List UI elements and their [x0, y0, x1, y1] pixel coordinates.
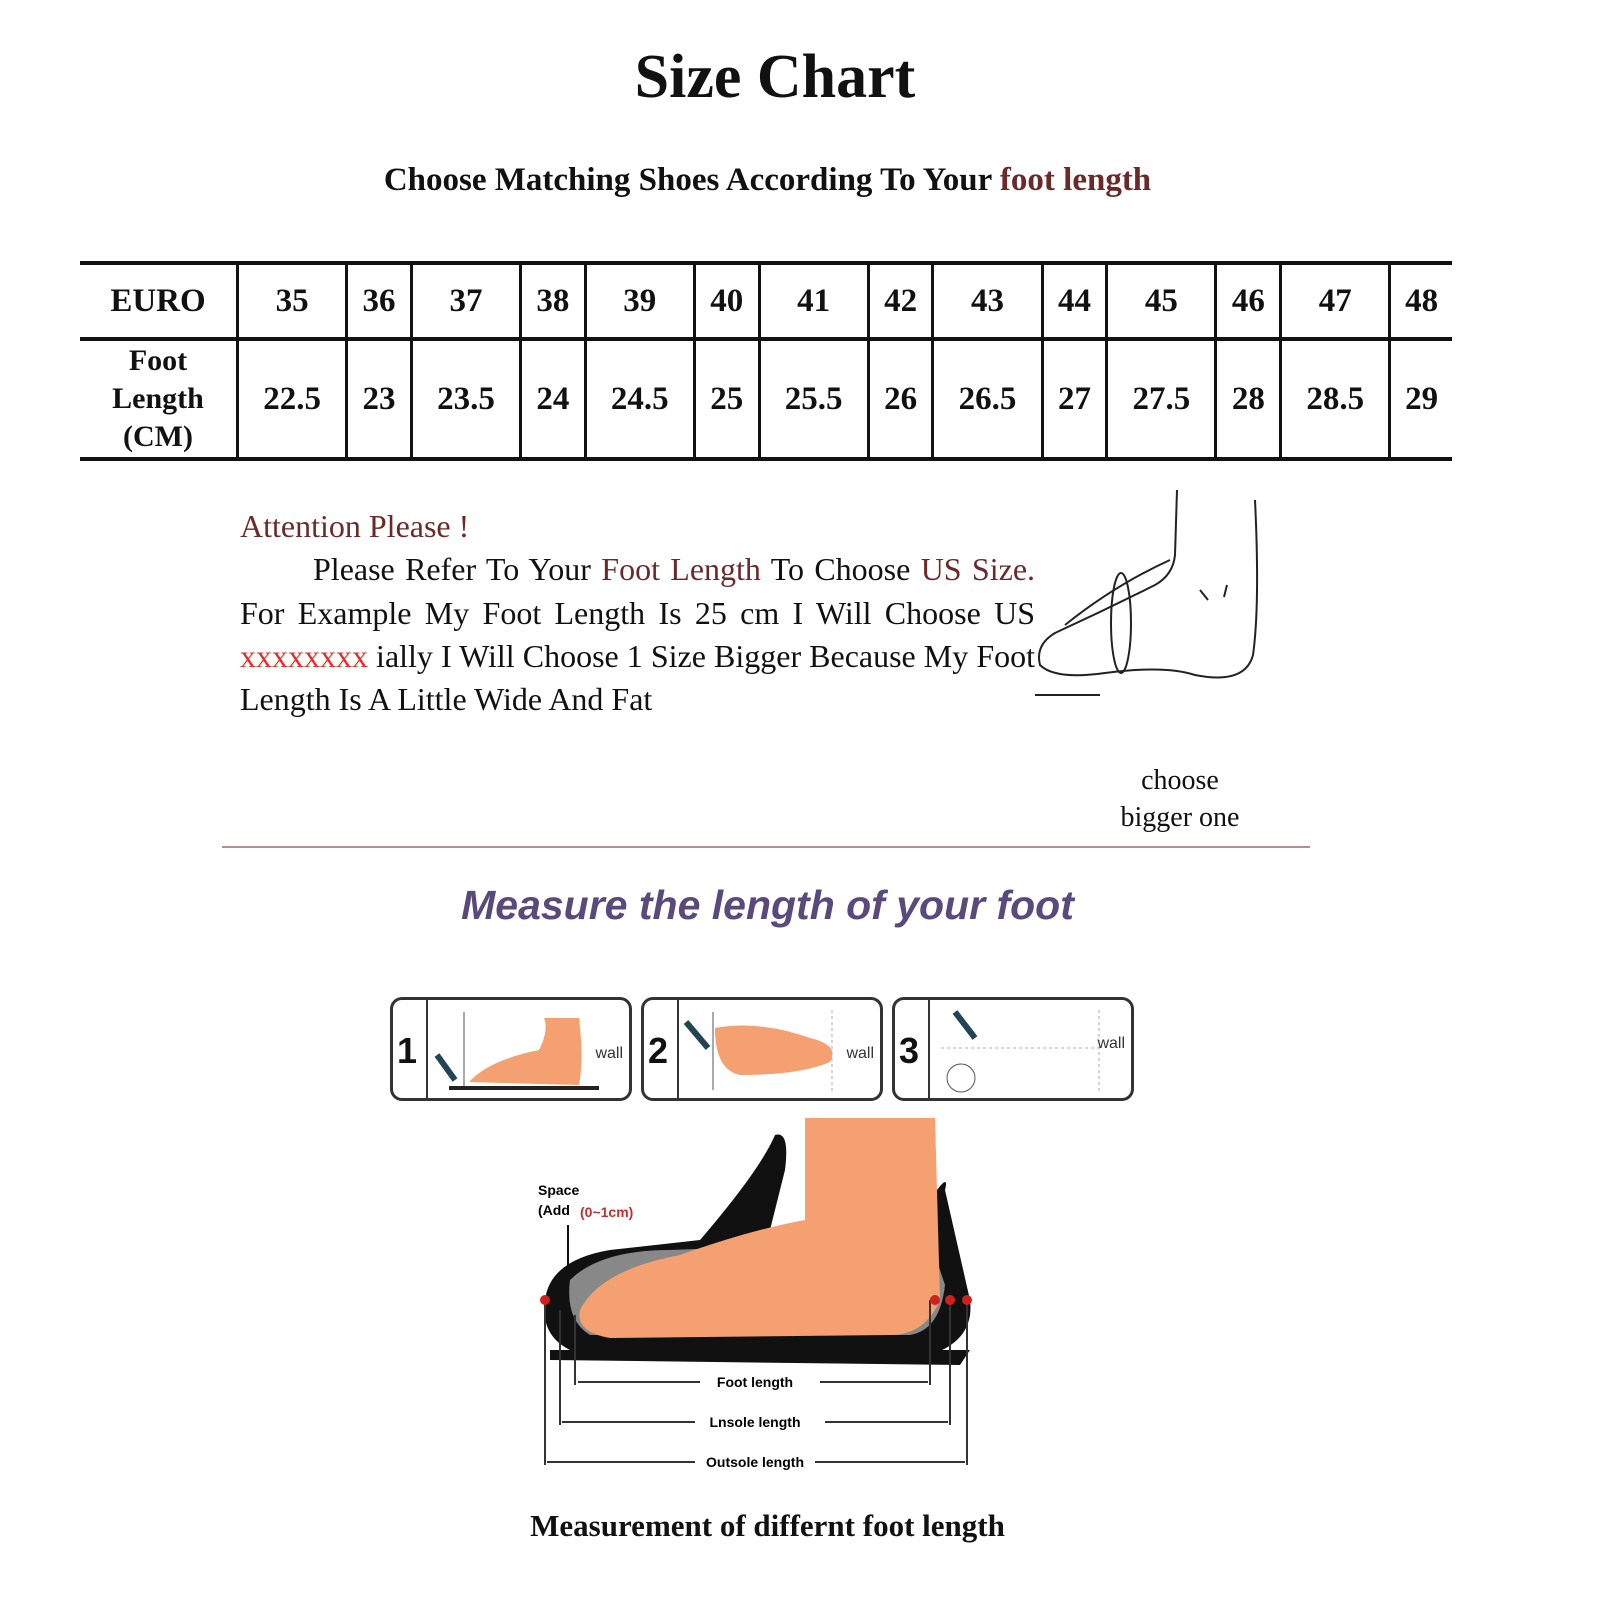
- space-range-label: (0~1cm): [580, 1204, 633, 1220]
- euro-size-cell: 41: [757, 261, 870, 341]
- note-text: To Choose: [760, 551, 921, 588]
- foot-length-cell: 24: [519, 339, 587, 461]
- measure-line-icon: [941, 1010, 1100, 1093]
- euro-size-cell: 42: [866, 261, 935, 341]
- choose-bigger-caption: choose bigger one: [1100, 762, 1260, 836]
- insole-length-label: Lnsole length: [710, 1414, 801, 1430]
- euro-row: EURO 35 36 37 38 39 40 41 42 43 44 45 46 47 48: [80, 261, 1452, 341]
- euro-size-cell: 47: [1279, 261, 1392, 341]
- foot-length-cell: 26: [866, 339, 935, 461]
- redacted-text: xxxxxxxx: [240, 637, 368, 674]
- subtitle-text: Choose Matching Shoes According To Your: [383, 162, 1000, 198]
- divider: [222, 846, 1310, 848]
- page-title: Size Chart: [634, 43, 916, 111]
- foot-length-cell: 23: [345, 339, 413, 461]
- space-label: Space: [538, 1182, 579, 1198]
- foot-length-cell: 26.5: [931, 339, 1044, 461]
- euro-size-cell: 36: [345, 261, 413, 341]
- space-add-label: (Add: [538, 1202, 570, 1218]
- foot-length-cell: 23.5: [409, 339, 523, 461]
- note-highlight: Foot Length: [601, 551, 761, 588]
- foot-length-cell: 27.5: [1105, 339, 1218, 461]
- size-table: EURO 35 36 37 38 39 40 41 42 43 44 45 46 47 48 Foot Le…: [80, 261, 1452, 461]
- caption-line: bigger one: [1120, 802, 1240, 833]
- foot-length-cell: 25.5: [757, 339, 870, 461]
- caption-line: choose: [1141, 765, 1219, 796]
- euro-size-cell: 37: [409, 261, 523, 341]
- shoe-cross-section-diagram: Space (Add (0~1cm) Foot length Lnsole le…: [538, 1118, 972, 1470]
- foot-length-cell: 27: [1040, 339, 1109, 461]
- foot-length-label: Foot length: [717, 1374, 793, 1390]
- step-1-panel: 1 wall: [390, 997, 632, 1101]
- foot-length-cell: 25: [692, 339, 761, 461]
- row-header-foot-length: Foot Length (CM): [80, 339, 239, 461]
- note-text: Please Refer To Your: [313, 551, 602, 588]
- euro-size-cell: 38: [519, 261, 587, 341]
- subtitle-highlight: foot length: [999, 162, 1152, 198]
- step-number: 3: [899, 1030, 920, 1071]
- step-number: 1: [397, 1030, 418, 1071]
- euro-size-cell: 43: [931, 261, 1044, 341]
- euro-size-cell: 45: [1105, 261, 1218, 341]
- foot-length-row: Foot Length (CM) 22.5 23 23.5 24 24.5 25 25.5 26 2…: [80, 339, 1452, 461]
- foot-length-cell: 28: [1214, 339, 1283, 461]
- euro-size-cell: 48: [1388, 261, 1452, 341]
- row-header-euro: EURO: [80, 261, 239, 341]
- attention-note: Attention Please ! Please Refer To Your …: [240, 505, 1035, 721]
- attention-heading: Attention Please !: [240, 508, 470, 544]
- wall-label: wall: [595, 1045, 623, 1062]
- euro-size-cell: 44: [1040, 261, 1109, 341]
- euro-size-cell: 40: [692, 261, 761, 341]
- step-number: 2: [648, 1030, 669, 1071]
- foot-side-icon: [434, 1012, 599, 1090]
- foot-sketch-illustration: [1035, 489, 1259, 696]
- euro-size-cell: 35: [235, 261, 349, 341]
- wall-label: wall: [1097, 1035, 1125, 1052]
- diagram-caption: Measurement of differnt foot length: [530, 1508, 1005, 1543]
- outsole-length-label: Outsole length: [706, 1454, 804, 1470]
- foot-length-cell: 22.5: [235, 339, 349, 461]
- note-highlight: US Size.: [920, 551, 1036, 588]
- euro-size-cell: 39: [583, 261, 696, 341]
- foot-length-cell: 28.5: [1279, 339, 1392, 461]
- foot-length-cell: 29: [1388, 339, 1452, 461]
- foot-top-icon: [683, 1010, 833, 1092]
- step-2-panel: 2 wall: [641, 997, 883, 1101]
- euro-size-cell: 46: [1214, 261, 1283, 341]
- step-3-panel: 3 wall: [892, 997, 1134, 1101]
- foot-length-cell: 24.5: [583, 339, 696, 461]
- subtitle: Choose Matching Shoes According To Your …: [0, 162, 1535, 199]
- wall-label: wall: [846, 1045, 874, 1062]
- measure-heading: Measure the length of your foot: [461, 882, 1074, 928]
- note-text: ially I Will Choose 1 Size Bigger Becaus…: [240, 637, 1035, 718]
- note-text: For Example My Foot Length Is 25 cm I Wi…: [240, 594, 1035, 631]
